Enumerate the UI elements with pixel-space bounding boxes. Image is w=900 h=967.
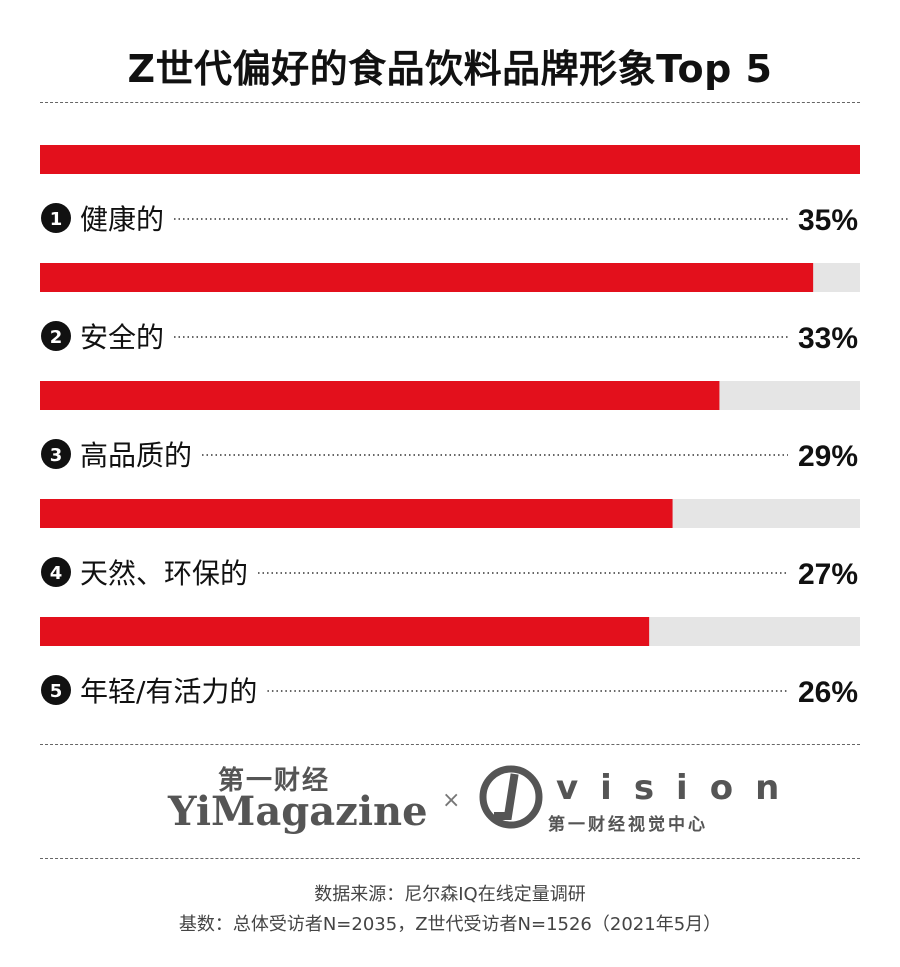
value-label: 29% bbox=[798, 440, 858, 473]
category-label: 天然、环保的 bbox=[80, 557, 248, 590]
rank-badge bbox=[41, 439, 71, 469]
logo-strip: 第一财经 YiMagazine × vision 第一财经视觉中心 bbox=[0, 760, 900, 850]
value-label: 35% bbox=[798, 204, 858, 237]
rank-number: 2 bbox=[50, 327, 63, 348]
bar-chart: 1 健康的 35% 2 安全的 33% 3 高品质的 29% 4 天然、环保的 27% 5 年轻/有活力的… bbox=[40, 145, 860, 709]
bar bbox=[40, 263, 814, 292]
chart-title: Z世代偏好的食品饮料品牌形象Top 5 bbox=[127, 47, 773, 91]
category-label: 健康的 bbox=[80, 203, 164, 236]
rank-number: 4 bbox=[50, 563, 63, 584]
footer-source: 数据来源：尼尔森IQ在线定量调研 bbox=[314, 884, 586, 905]
value-label: 26% bbox=[798, 676, 858, 709]
vision-logo-word: vision bbox=[556, 768, 802, 808]
vision-logo-cn: 第一财经视觉中心 bbox=[548, 815, 708, 835]
rank-badge bbox=[41, 321, 71, 351]
rank-badge bbox=[41, 203, 71, 233]
value-label: 33% bbox=[798, 322, 858, 355]
bottom-divider bbox=[40, 858, 860, 859]
bar bbox=[40, 617, 650, 646]
category-label: 年轻/有活力的 bbox=[80, 675, 257, 708]
value-label: 27% bbox=[798, 558, 858, 591]
rank-badge bbox=[41, 557, 71, 587]
yimagazine-logo-cn: 第一财经 bbox=[218, 766, 331, 796]
bar bbox=[40, 145, 860, 174]
rank-number: 3 bbox=[50, 445, 63, 466]
rank-badge bbox=[41, 675, 71, 705]
footer: 数据来源：尼尔森IQ在线定量调研 基数：总体受访者N=2035，Z世代受访者N=… bbox=[0, 880, 900, 940]
rank-number: 1 bbox=[50, 209, 63, 230]
top-divider bbox=[40, 102, 860, 103]
category-label: 安全的 bbox=[80, 321, 164, 354]
yimagazine-logo-en: YiMagazine bbox=[168, 788, 428, 835]
footer-base: 基数：总体受访者N=2035，Z世代受访者N=1526（2021年5月） bbox=[178, 914, 722, 935]
rank-number: 5 bbox=[50, 681, 63, 702]
times-separator: × bbox=[442, 788, 461, 813]
middle-divider bbox=[40, 744, 860, 745]
vision-logo: vision 第一财经视觉中心 bbox=[478, 764, 779, 844]
bar bbox=[40, 499, 673, 528]
bar bbox=[40, 381, 720, 410]
vision-mark-icon bbox=[479, 765, 543, 829]
category-label: 高品质的 bbox=[80, 439, 192, 472]
